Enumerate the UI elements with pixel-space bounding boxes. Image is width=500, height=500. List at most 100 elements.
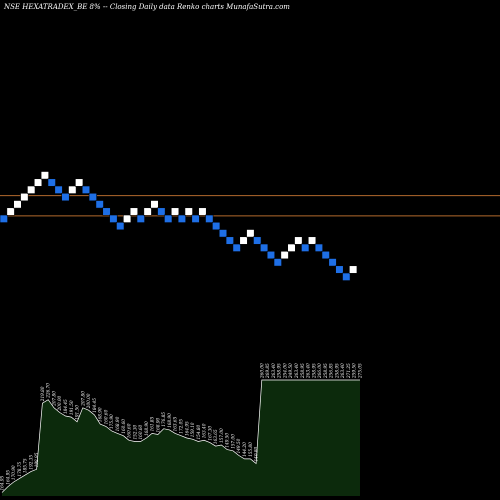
volume-label: 259.50 xyxy=(352,363,357,379)
volume-label: 192.35 xyxy=(28,455,33,470)
volume-label: 258.95 xyxy=(277,363,282,379)
volume-label: 168.90 xyxy=(144,421,149,436)
volume-label: 168.90 xyxy=(167,413,172,428)
renko-brick xyxy=(81,185,91,194)
renko-brick xyxy=(150,200,159,209)
volume-label: 254.00 xyxy=(282,363,287,379)
renko-brick xyxy=(143,207,152,216)
volume-label: 185.75 xyxy=(23,458,28,473)
volume-label: 256.85 xyxy=(329,363,334,379)
renko-brick xyxy=(232,243,241,252)
volume-label: 207.80 xyxy=(52,391,57,407)
renko-brick xyxy=(266,250,276,260)
renko-brick xyxy=(20,192,29,202)
volume-label: 163.40 xyxy=(202,423,207,438)
volume-label: 172.05 xyxy=(179,419,184,434)
volume-label: 258.95 xyxy=(323,363,328,379)
volume-label: 263.40 xyxy=(271,363,276,379)
volume-label: 149.50 xyxy=(225,433,230,448)
renko-brick xyxy=(205,214,214,223)
renko-brick xyxy=(239,236,248,245)
volume-label: 266.00 xyxy=(317,363,322,379)
volume-label: 249.50 xyxy=(288,363,293,379)
volume-label: 263.40 xyxy=(306,363,311,379)
renko-brick xyxy=(198,207,207,216)
volume-label: 271.25 xyxy=(346,363,351,379)
volume-label: 269.85 xyxy=(265,363,270,379)
renko-brick xyxy=(294,236,303,245)
renko-brick xyxy=(287,243,296,252)
volume-label: 164.95 xyxy=(184,421,189,436)
chart-title: NSE HEXATRADEX_BE 8% -- Closing Daily da… xyxy=(3,3,290,11)
volume-label: 157.00 xyxy=(231,434,236,449)
renko-brick xyxy=(191,214,200,223)
renko-brick xyxy=(27,185,36,194)
volume-label: 175.90 xyxy=(109,414,114,429)
renko-brick xyxy=(212,221,221,231)
volume-label: 275.05 xyxy=(358,363,363,379)
renko-brick xyxy=(61,192,70,202)
volume-label: 263.40 xyxy=(340,363,345,379)
volume-fill xyxy=(2,380,360,496)
renko-brick xyxy=(164,214,173,223)
renko-brick xyxy=(273,258,282,267)
renko-brick xyxy=(177,214,187,223)
volume-label: 167.30 xyxy=(207,426,212,441)
volume-label: 164.95 xyxy=(5,470,10,485)
renko-brick xyxy=(13,200,22,209)
renko-brick xyxy=(54,185,63,194)
volume-label: 159.10 xyxy=(190,422,195,437)
renko-brick xyxy=(328,258,337,267)
renko-brick xyxy=(123,214,132,223)
volume-label: 157.00 xyxy=(219,428,224,443)
volume-label: 184.45 xyxy=(63,399,68,414)
volume-label: 198.95 xyxy=(34,452,39,467)
volume-label: 226.70 xyxy=(46,383,51,399)
volume-label: 178.75 xyxy=(17,462,22,477)
renko-brick xyxy=(170,207,180,216)
renko-brick xyxy=(335,265,344,274)
volume-label: 258.95 xyxy=(300,363,305,379)
volume-label: 168.90 xyxy=(155,418,160,433)
renko-brick xyxy=(102,207,111,216)
renko-brick xyxy=(109,214,118,223)
renko-brick xyxy=(184,207,193,216)
volume-label: 163.65 xyxy=(173,416,178,431)
renko-brick xyxy=(259,243,269,252)
renko-brick xyxy=(0,214,8,223)
volume-label: 184.45 xyxy=(92,398,97,413)
volume-label: 207.80 xyxy=(80,391,85,407)
volume-label: 176.85 xyxy=(161,412,166,427)
volume-label: 160.60 xyxy=(138,425,143,440)
volume-label: 149.50 xyxy=(236,438,241,453)
renko-brick xyxy=(75,178,84,187)
volume-label: 160.60 xyxy=(103,409,108,424)
volume-line xyxy=(1,379,360,493)
volume-label: 260.00 xyxy=(259,363,264,379)
renko-brick xyxy=(129,207,139,216)
volume-label: 163.65 xyxy=(213,429,218,444)
volume-label: 161.85 xyxy=(150,416,155,431)
renko-brick xyxy=(218,229,228,238)
renko-brick xyxy=(225,236,234,245)
renko-brick xyxy=(157,207,166,216)
volume-label: 154.80 xyxy=(196,425,201,440)
renko-brick xyxy=(314,243,324,252)
volume-label: 191.50 xyxy=(75,405,80,420)
volume-area xyxy=(1,379,360,496)
volume-label: 168.90 xyxy=(115,416,120,431)
renko-brick xyxy=(95,200,104,209)
renko-brick xyxy=(6,207,15,216)
renko-brick xyxy=(47,178,56,187)
volume-label: 168.90 xyxy=(98,407,103,422)
volume-label: 263.40 xyxy=(294,363,299,379)
renko-brick xyxy=(321,250,330,260)
renko-brick xyxy=(116,221,125,231)
renko-brick xyxy=(88,192,97,202)
renko-brick xyxy=(40,171,49,180)
volume-label: 164.95 xyxy=(0,476,5,491)
renko-brick xyxy=(342,272,351,281)
volume-label: 258.95 xyxy=(311,363,316,379)
renko-bricks xyxy=(0,171,358,281)
